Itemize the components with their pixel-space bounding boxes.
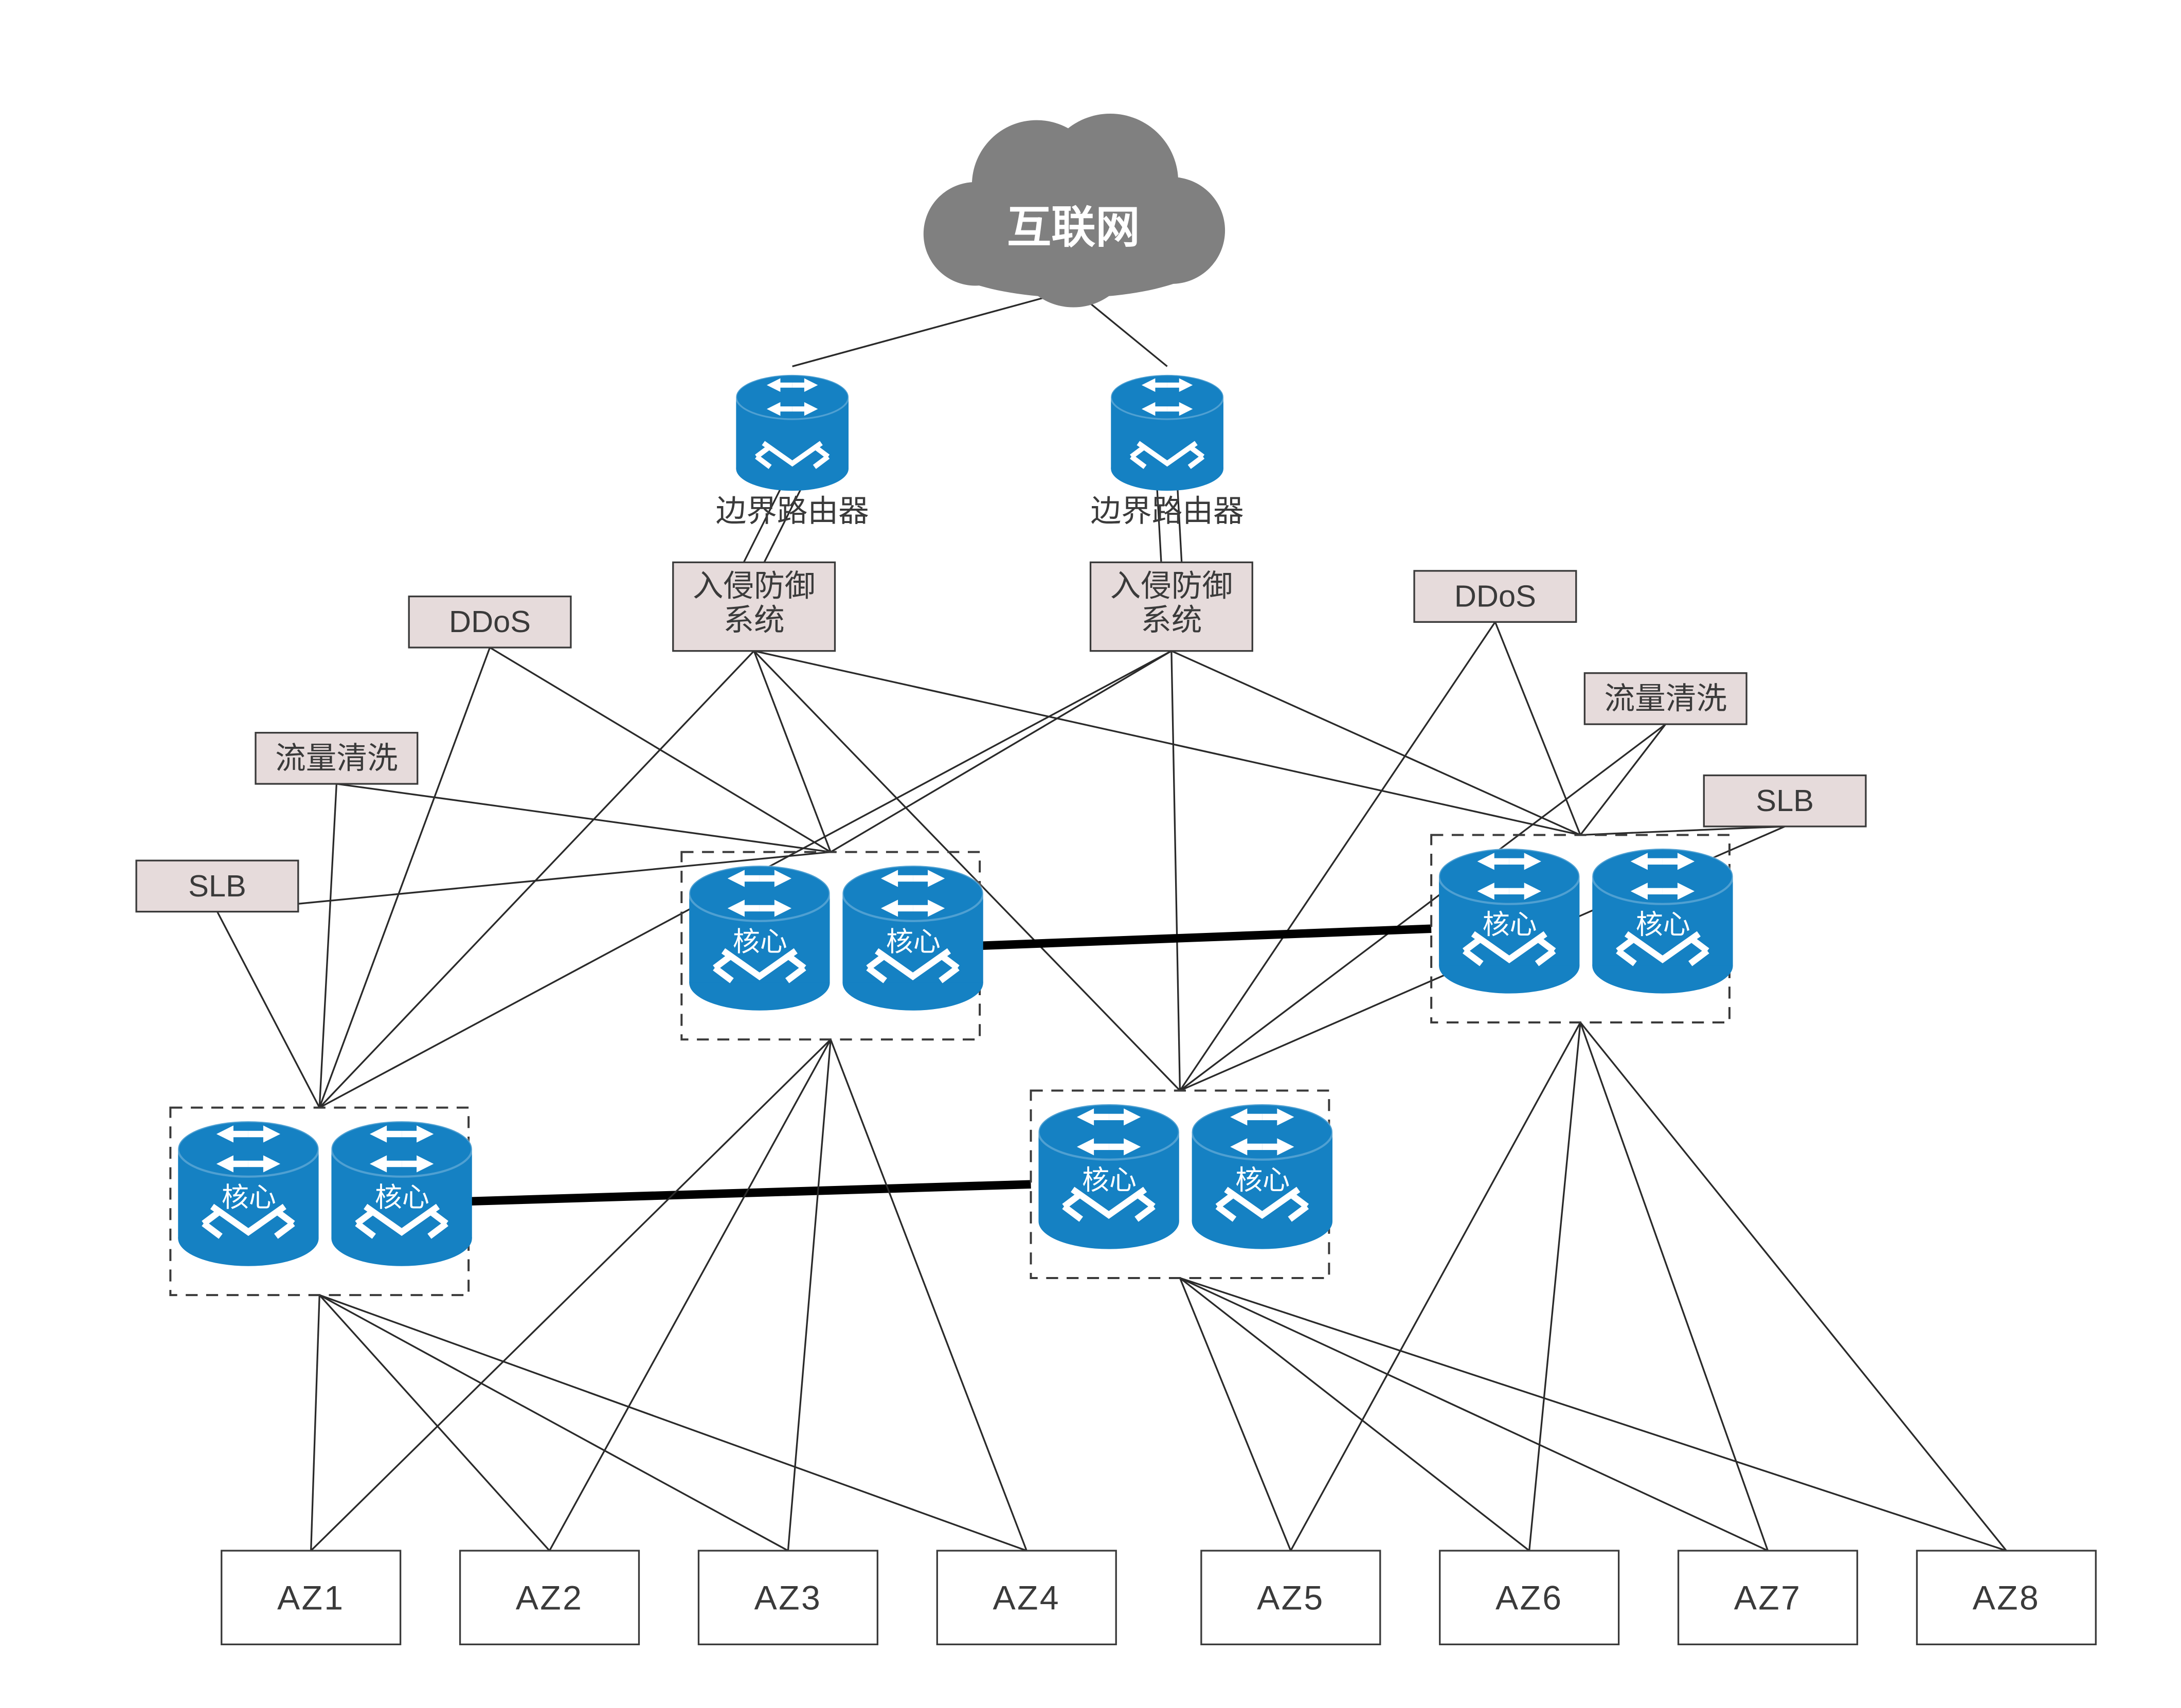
edge: [319, 648, 490, 1108]
core-group: 核心 核心: [1431, 835, 1733, 1022]
edge: [754, 651, 1180, 1091]
edge: [831, 1039, 1026, 1551]
core-group: 核心 核心: [681, 852, 983, 1039]
border-router: 边界路由器: [716, 375, 869, 528]
ips-label: 入侵防御: [693, 569, 816, 603]
az-label: AZ7: [1734, 1579, 1801, 1617]
edge: [319, 651, 754, 1108]
edge: [217, 912, 319, 1108]
core-label: 核心: [222, 1182, 276, 1213]
side-box: DDoS: [1414, 571, 1576, 622]
side-box: 流量清洗: [256, 733, 418, 784]
az-label: AZ5: [1257, 1579, 1324, 1617]
az-box: AZ4: [937, 1551, 1116, 1644]
edges-layer: [217, 290, 2006, 1551]
side-box-label: DDoS: [449, 604, 531, 639]
edge: [319, 784, 336, 1108]
core-label: 核心: [1483, 910, 1537, 940]
az-label: AZ4: [993, 1579, 1060, 1617]
edge: [1180, 1278, 1529, 1551]
edge: [319, 1295, 1026, 1551]
side-box-label: DDoS: [1454, 579, 1536, 614]
border-router-label: 边界路由器: [716, 494, 869, 528]
core-label: 核心: [733, 927, 787, 957]
az-label: AZ8: [1973, 1579, 2040, 1617]
border-router-label: 边界路由器: [1091, 494, 1244, 528]
edge: [1171, 651, 1180, 1091]
az-box: AZ3: [698, 1551, 877, 1644]
edge: [1580, 826, 1785, 835]
side-box-label: SLB: [1756, 783, 1814, 818]
edge: [550, 1039, 831, 1551]
edge: [311, 1295, 320, 1551]
core-label: 核心: [375, 1182, 429, 1213]
side-box-label: 流量清洗: [1604, 681, 1727, 715]
edge: [1180, 1278, 1290, 1551]
router-icon: [1111, 375, 1223, 491]
edge: [1171, 651, 1580, 835]
edge: [1180, 1278, 2006, 1551]
edge: [319, 1295, 549, 1551]
az-box: AZ2: [460, 1551, 639, 1644]
core-label: 核心: [1082, 1165, 1137, 1196]
edge: [754, 651, 831, 852]
edge: [1580, 1022, 1768, 1551]
side-box: SLB: [136, 860, 298, 911]
az-box: AZ7: [1679, 1551, 1858, 1644]
edge: [1580, 1022, 2006, 1551]
side-box: DDoS: [409, 597, 571, 648]
side-box-label: 流量清洗: [275, 741, 398, 775]
az-label: AZ1: [277, 1579, 345, 1617]
router-icon: [736, 375, 849, 491]
edge: [311, 1039, 831, 1551]
core-label: 核心: [886, 927, 941, 957]
edge: [336, 784, 831, 852]
ips-box: 入侵防御系统: [673, 562, 835, 651]
edge: [1180, 1278, 1768, 1551]
edge: [788, 1039, 831, 1551]
ips-label: 系统: [1141, 603, 1202, 637]
edge: [319, 1295, 788, 1551]
side-box-label: SLB: [188, 869, 246, 903]
az-label: AZ3: [754, 1579, 822, 1617]
cloud-label: 互联网: [1007, 203, 1140, 252]
edge: [1180, 622, 1495, 1090]
az-box: AZ8: [1917, 1551, 2096, 1644]
side-box: SLB: [1704, 776, 1866, 826]
core-group: 核心 核心: [1031, 1091, 1332, 1278]
az-box: AZ5: [1201, 1551, 1380, 1644]
az-label: AZ2: [516, 1579, 583, 1617]
core-group: 核心 核心: [170, 1108, 472, 1295]
core-label: 核心: [1636, 910, 1690, 940]
core-label: 核心: [1235, 1165, 1290, 1196]
az-label: AZ6: [1495, 1579, 1563, 1617]
edge: [831, 651, 1171, 852]
ips-label: 系统: [724, 603, 785, 637]
ips-label: 入侵防御: [1110, 569, 1233, 603]
border-router: 边界路由器: [1091, 375, 1244, 528]
ips-box: 入侵防御系统: [1091, 562, 1253, 651]
az-box: AZ6: [1440, 1551, 1619, 1644]
side-box: 流量清洗: [1584, 673, 1746, 724]
internet-cloud: 互联网: [924, 114, 1225, 308]
edge: [980, 929, 1431, 946]
edge: [792, 290, 1074, 366]
az-box: AZ1: [222, 1551, 401, 1644]
